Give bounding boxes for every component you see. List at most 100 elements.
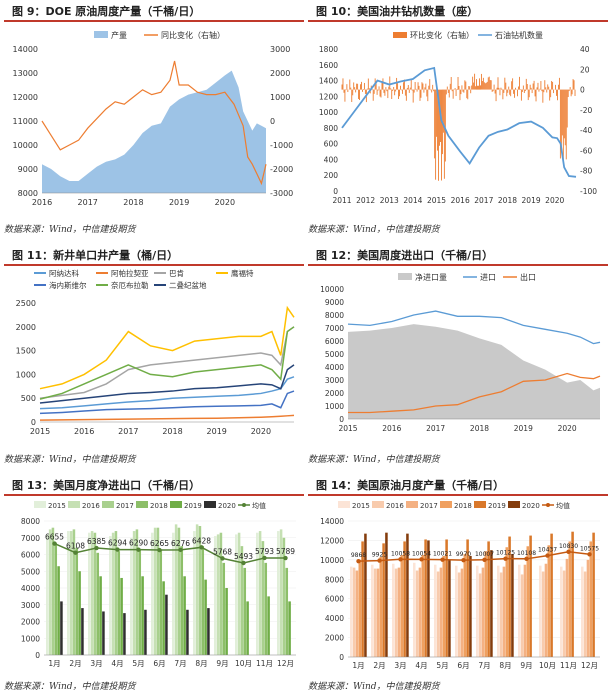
x-tick-label: 3月 (394, 661, 406, 670)
x-tick-label: 2月 (69, 659, 81, 668)
bar (460, 568, 464, 657)
mean-point (283, 555, 288, 561)
data-label: 9970 (456, 551, 471, 558)
chart-fig13: 0 1000 2000 3000 4000 5000 6000 7000 8000 1月 2月 3月 4… (21, 501, 296, 668)
panel-source: 数据来源：Wind，中信建投期货 (4, 225, 136, 235)
bar (243, 567, 247, 655)
y-tick-label: 8000 (325, 311, 344, 320)
legend-swatch (338, 501, 350, 508)
bar (415, 570, 419, 657)
bar (539, 565, 542, 657)
y-tick-label: 5000 (21, 567, 40, 576)
y-tick-label: 0 (31, 418, 36, 427)
bar (102, 611, 105, 655)
legend-label: 鹰福特 (231, 268, 254, 278)
x-tick-label: 2015 (427, 196, 446, 205)
x-tick-label: 5月 (132, 659, 144, 668)
bar (165, 594, 168, 655)
bar (177, 527, 181, 655)
bar (141, 576, 144, 655)
y-tick-label: 13000 (13, 69, 38, 78)
bar (99, 576, 102, 655)
bar (111, 532, 115, 655)
bar (81, 608, 84, 655)
bar (487, 541, 490, 657)
data-label: 9868 (351, 552, 366, 559)
x-tick-label: 6月 (153, 659, 165, 668)
legend-marker (546, 503, 550, 507)
data-label: 6265 (150, 539, 169, 548)
x-tick-label: 1月 (48, 659, 60, 668)
legend-swatch (136, 501, 148, 508)
legend-label: 2016 (386, 502, 404, 510)
bar (442, 555, 446, 657)
x-tick-label: 3月 (90, 659, 102, 668)
y-tick-label: 0 (339, 653, 344, 662)
legend-swatch (34, 501, 46, 508)
x-tick-label: 2月 (373, 661, 385, 670)
series-area-production (42, 70, 266, 193)
bar (235, 534, 238, 655)
data-label: 10054 (412, 550, 431, 557)
y-tick-label: 4000 (325, 614, 344, 623)
bar (88, 532, 91, 655)
series-line-export (348, 372, 601, 414)
panel-title: 图 13：美国月度净进出口（千桶/日） (4, 477, 304, 496)
y-tick-label: 2000 (325, 634, 344, 643)
legend-label: 2020 (522, 502, 540, 510)
bar (484, 551, 488, 657)
series-area-net (348, 324, 600, 419)
data-label: 6655 (45, 533, 64, 542)
bar (448, 559, 451, 657)
y2-tick-label: 0 (580, 86, 585, 95)
bar (246, 601, 249, 655)
bar (48, 529, 52, 655)
bar (109, 536, 112, 655)
bar (568, 541, 572, 657)
legend-swatch (102, 501, 114, 508)
y-tick-label: 0 (35, 651, 40, 660)
bar (523, 564, 527, 657)
bar (379, 556, 383, 657)
legend-swatch (372, 501, 384, 508)
y-tick-label: 10000 (320, 556, 344, 565)
bar (123, 613, 126, 655)
bar (529, 535, 532, 657)
y-tick-label: 0 (333, 187, 338, 196)
y-tick-label: 8000 (18, 189, 38, 198)
legend-swatch (68, 501, 80, 508)
data-label: 10437 (538, 547, 557, 554)
x-tick-label: 2019 (522, 196, 541, 205)
legend-label: 2016 (82, 502, 100, 510)
bar (277, 531, 280, 655)
y-tick-label: 3000 (21, 601, 40, 610)
series-line (39, 376, 295, 410)
bar (237, 532, 241, 655)
bar (427, 540, 430, 657)
mean-point (503, 556, 508, 561)
y-tick-label: 1800 (319, 45, 338, 54)
panel-source: 数据来源：Wind，中信建投期货 (308, 682, 440, 692)
bar (400, 555, 404, 657)
legend-label: 均值 (556, 501, 570, 510)
legend-swatch-production (94, 31, 108, 38)
y-tick-label: 6000 (21, 551, 40, 560)
y-tick-label: 1000 (319, 108, 338, 117)
legend-label: 2020 (218, 502, 236, 510)
bar (413, 562, 416, 657)
chart-fig14: 0 2000 4000 6000 8000 10000 12000 14000 1月 2月 3月 4月… (320, 501, 600, 670)
legend-label: 出口 (520, 272, 536, 282)
data-label: 10830 (559, 543, 578, 550)
mean-point (524, 556, 529, 562)
x-tick-label: 1月 (352, 661, 364, 670)
bar (186, 609, 189, 655)
bar (518, 564, 521, 657)
bar (135, 529, 139, 655)
y2-tick-label: -60 (580, 146, 592, 155)
mean-point (566, 549, 571, 554)
bar (198, 526, 202, 655)
x-tick-label: 12月 (581, 661, 598, 670)
bar (592, 532, 595, 657)
data-label: 5789 (276, 547, 295, 556)
x-tick-label: 7月 (174, 659, 186, 668)
